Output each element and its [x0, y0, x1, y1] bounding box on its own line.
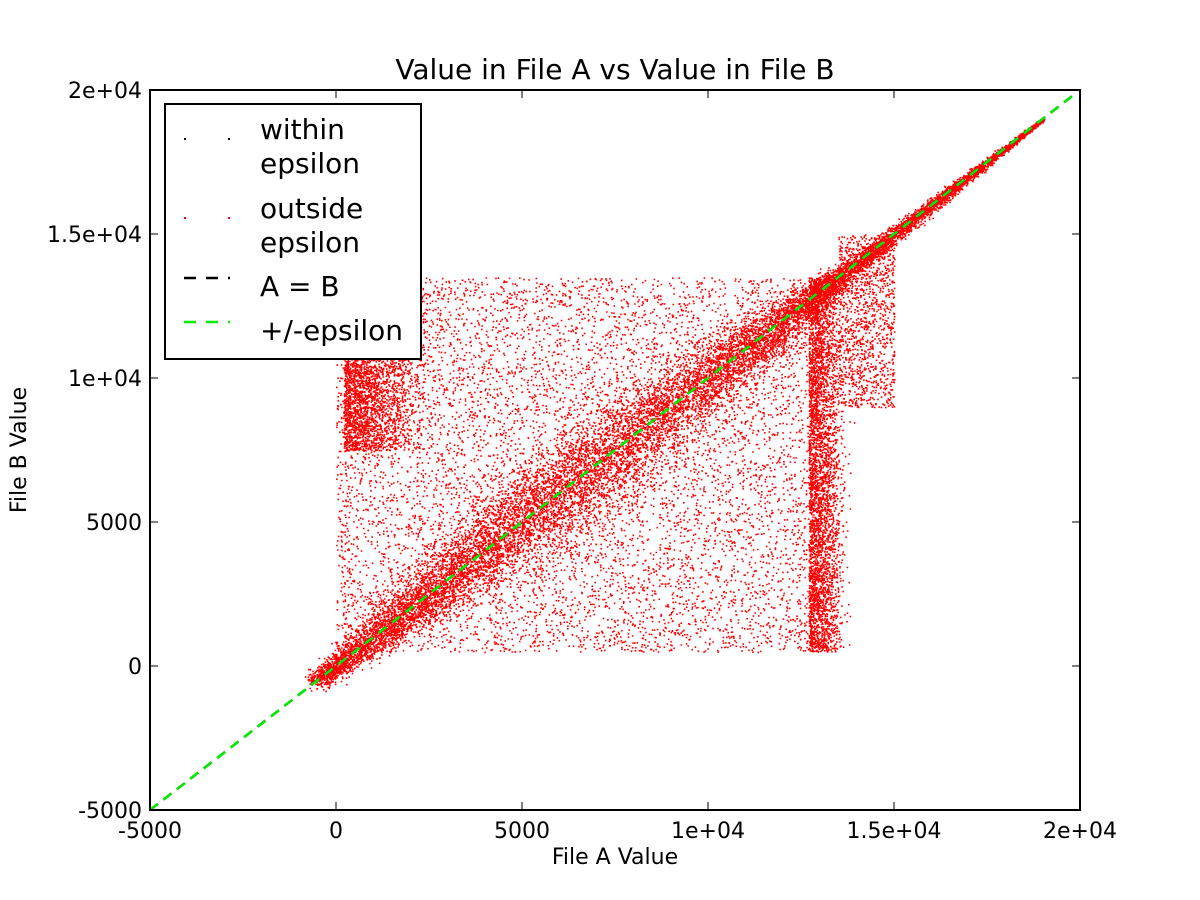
- legend-label: A = B: [260, 270, 340, 303]
- y-tick-label: 1.5e+04: [47, 223, 142, 248]
- x-tick-label: 1.5e+04: [847, 819, 942, 844]
- x-tick-label: -5000: [118, 819, 182, 844]
- y-axis-title: File B Value: [7, 387, 32, 513]
- scatter-points: [304, 118, 1046, 693]
- x-tick-label: 5000: [494, 819, 550, 844]
- reference-lines: [150, 94, 1074, 810]
- y-tick-label: 0: [128, 655, 142, 680]
- x-axis-title: File A Value: [552, 845, 678, 870]
- legend-marker: [184, 217, 186, 219]
- outside-epsilon-points: [304, 118, 1046, 693]
- legend-box: [164, 103, 422, 360]
- legend-label: epsilon: [260, 147, 360, 180]
- y-tick-label: 2e+04: [68, 79, 142, 104]
- legend-marker: [228, 138, 230, 140]
- x-tick-label: 0: [329, 819, 343, 844]
- legend-marker: [184, 138, 186, 140]
- epsilon-line: [150, 94, 1074, 810]
- legend-label: epsilon: [260, 226, 360, 259]
- plot-frame: [149, 89, 1081, 811]
- x-tick-label: 1e+04: [671, 819, 745, 844]
- legend-label: outside: [260, 192, 363, 225]
- y-tick-label: 5000: [86, 511, 142, 536]
- chart-title: Value in File A vs Value in File B: [395, 53, 834, 86]
- legend-label: within: [260, 113, 345, 146]
- y-tick-label: 1e+04: [68, 367, 142, 392]
- y-tick-label: -5000: [78, 799, 142, 824]
- axis-ticks: -5000 0 5000 1e+04 1.5e+04 2e+04 -5000 0 5000 1e+…: [47, 79, 1117, 844]
- x-tick-label: 2e+04: [1043, 819, 1117, 844]
- legend-marker: [228, 217, 230, 219]
- legend-label: +/-epsilon: [260, 314, 403, 347]
